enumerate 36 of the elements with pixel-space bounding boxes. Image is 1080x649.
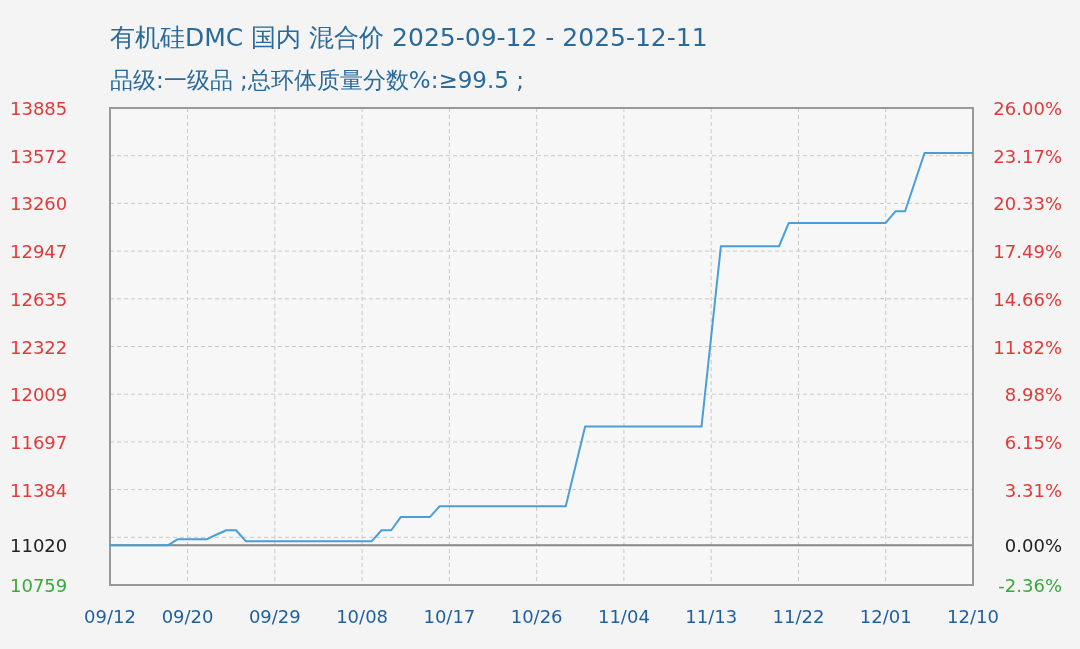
x-tick-label: 09/29: [248, 606, 301, 627]
x-tick-label: 11/13: [685, 606, 738, 627]
y2-tick-label: 17.49%: [993, 241, 1062, 263]
y2-tick-label: -2.36%: [998, 575, 1062, 596]
y2-tick-label: 6.15%: [1004, 431, 1062, 453]
x-tick-label: 10/08: [336, 606, 389, 627]
y2-tick-label: 20.33%: [993, 193, 1062, 215]
y-tick-label: 13260: [10, 193, 68, 215]
y2-tick-label: 11.82%: [993, 336, 1062, 358]
x-tick-label: 11/22: [772, 606, 825, 627]
chart-title: 有机硅DMC 国内 混合价 2025-09-12 - 2025-12-11: [110, 23, 708, 52]
x-tick-label: 10/26: [510, 606, 563, 627]
x-tick-label: 09/12: [84, 606, 136, 627]
y2-tick-label: 26.00%: [993, 98, 1062, 119]
x-tick-label: 11/04: [597, 606, 650, 627]
chart-subtitle: 品级:一级品 ;总环体质量分数%:≥99.5 ;: [110, 67, 524, 93]
y-tick-label: 10759: [10, 575, 68, 596]
y2-tick-label: 0.00%: [1004, 535, 1062, 557]
y-tick-label: 12322: [10, 336, 68, 358]
line-series: [109, 152, 974, 547]
y2-tick-label: 3.31%: [1004, 479, 1062, 501]
y-tick-label: 11697: [10, 431, 68, 453]
x-tick-label: 10/17: [423, 606, 476, 627]
y2-tick-label: 8.98%: [1004, 384, 1062, 406]
y-tick-label: 11020: [10, 535, 68, 557]
y-tick-label: 12635: [10, 288, 68, 310]
y-tick-label: 12009: [10, 384, 68, 406]
y2-tick-label: 23.17%: [993, 145, 1062, 167]
y-tick-label: 12947: [10, 241, 68, 263]
y-tick-label: 13885: [10, 98, 68, 119]
x-tick-label: 09/20: [161, 606, 214, 627]
y-tick-label: 13572: [10, 145, 68, 167]
y2-tick-label: 14.66%: [993, 288, 1062, 310]
y-tick-label: 11384: [10, 479, 68, 501]
x-tick-label: 12/01: [859, 606, 912, 627]
x-tick-label: 12/10: [947, 606, 999, 627]
